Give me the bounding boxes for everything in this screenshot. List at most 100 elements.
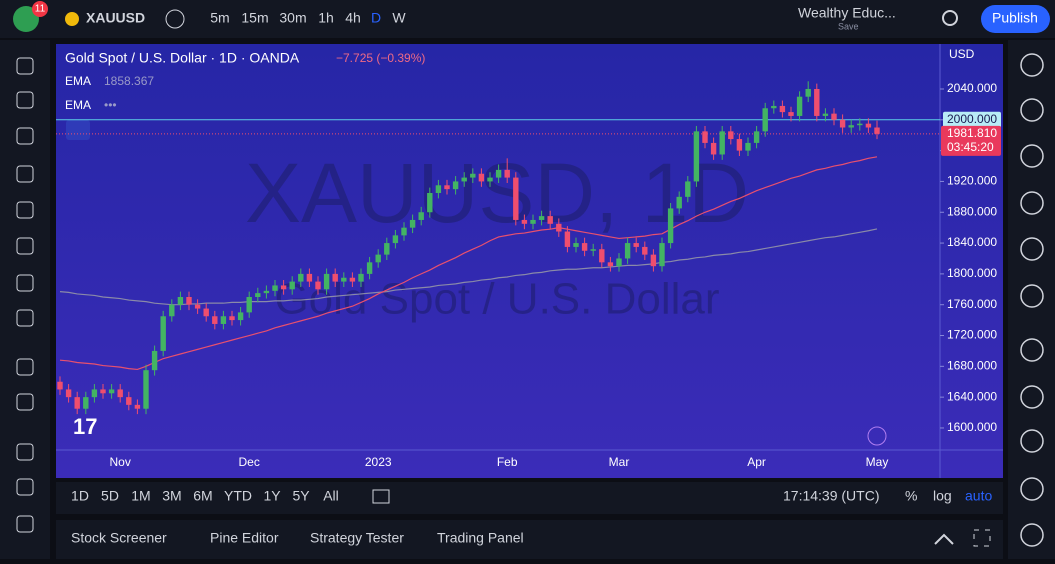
interval[interactable]: W xyxy=(392,10,406,26)
candle-body xyxy=(255,293,261,297)
panel-tab[interactable]: Strategy Tester xyxy=(310,530,404,546)
date-range-icon[interactable] xyxy=(372,489,390,504)
interval[interactable]: D xyxy=(371,10,381,26)
interval[interactable]: 15m xyxy=(241,10,268,26)
interval[interactable]: 1h xyxy=(318,10,334,26)
tool-icon[interactable] xyxy=(16,165,34,183)
range-button[interactable]: YTD xyxy=(224,488,252,504)
y-tick-label: 2040.000 xyxy=(947,81,997,95)
tool-icon[interactable] xyxy=(16,57,34,75)
range-button[interactable]: 6M xyxy=(193,488,212,504)
logo[interactable] xyxy=(13,6,39,32)
range-button[interactable]: All xyxy=(323,488,339,504)
maximize-icon[interactable] xyxy=(973,529,991,547)
x-tick-label: Dec xyxy=(239,455,260,469)
candle-body xyxy=(745,142,751,151)
tv-logo: 17 xyxy=(73,414,97,439)
y-tick-label: 1800.000 xyxy=(947,266,997,280)
tool-icon[interactable] xyxy=(16,358,34,376)
side-icon[interactable] xyxy=(1020,338,1044,362)
candle-body xyxy=(771,105,777,109)
tool-icon[interactable] xyxy=(16,274,34,292)
candle-body xyxy=(478,173,485,182)
side-icon[interactable] xyxy=(1020,284,1044,308)
y-tick-label: 1640.000 xyxy=(947,389,997,403)
tool-icon[interactable] xyxy=(16,478,34,496)
range-button[interactable]: 1Y xyxy=(263,488,281,504)
side-icon[interactable] xyxy=(1020,477,1044,501)
candle-body xyxy=(246,296,252,313)
collapse-panel[interactable] xyxy=(934,533,954,545)
tool-icon[interactable] xyxy=(16,443,34,461)
candle-body xyxy=(203,308,209,317)
bottom-tabs xyxy=(56,520,1003,559)
publish-button[interactable] xyxy=(981,5,1050,33)
add-symbol[interactable] xyxy=(165,9,185,29)
clock: 17:14:39 (UTC) xyxy=(783,488,879,504)
auto-toggle[interactable]: auto xyxy=(965,488,992,504)
interval[interactable]: 4h xyxy=(345,10,361,26)
tool-icon[interactable] xyxy=(16,515,34,533)
interval[interactable]: 30m xyxy=(279,10,306,26)
side-icon[interactable] xyxy=(1020,237,1044,261)
side-icon[interactable] xyxy=(1020,191,1044,215)
flash-icon[interactable] xyxy=(867,426,887,446)
panel-tab[interactable]: Trading Panel xyxy=(437,530,524,546)
candle-body xyxy=(538,216,545,220)
tool-icon[interactable] xyxy=(16,91,34,109)
search-icon[interactable] xyxy=(942,10,958,26)
tool-icon[interactable] xyxy=(16,309,34,327)
candle-body xyxy=(728,131,734,140)
side-icon[interactable] xyxy=(1020,523,1044,547)
panel-tab[interactable]: Pine Editor xyxy=(210,530,279,546)
price-change: −7.725 (−0.39%) xyxy=(336,51,425,65)
x-tick-label: Feb xyxy=(497,455,518,469)
range-button[interactable]: 1D xyxy=(71,488,89,504)
symbol[interactable]: XAUUSD xyxy=(86,10,145,26)
y-tick-label: 1920.000 xyxy=(947,174,997,188)
candle-body xyxy=(306,273,313,282)
candle-body xyxy=(117,389,123,398)
range-bar xyxy=(56,482,1003,514)
candle-body xyxy=(848,125,854,128)
range-button[interactable]: 5D xyxy=(101,488,119,504)
candle-body xyxy=(633,243,639,247)
tool-icon[interactable] xyxy=(16,393,34,411)
legend-value: 1858.367 xyxy=(104,74,154,88)
side-icon[interactable] xyxy=(1020,385,1044,409)
candle-body xyxy=(237,312,244,321)
panel-tab[interactable]: Stock Screener xyxy=(71,530,167,546)
layout-name[interactable]: Wealthy Educ... xyxy=(798,5,896,21)
candle-body xyxy=(685,181,691,197)
percent-toggle[interactable]: % xyxy=(905,488,917,504)
candle-body xyxy=(616,258,622,267)
symbol-icon xyxy=(65,12,79,26)
side-icon[interactable] xyxy=(1020,98,1044,122)
collapse-button[interactable] xyxy=(66,120,90,140)
candle-body xyxy=(831,113,837,120)
candle-body xyxy=(564,231,571,247)
candle-body xyxy=(788,112,794,116)
tool-icon[interactable] xyxy=(16,201,34,219)
log-toggle[interactable]: log xyxy=(933,488,952,504)
candle-body xyxy=(805,88,811,97)
side-icon[interactable] xyxy=(1020,144,1044,168)
interval[interactable]: 5m xyxy=(210,10,229,26)
candle-body xyxy=(719,131,725,155)
tool-icon[interactable] xyxy=(16,127,34,145)
right-toolbar xyxy=(1008,40,1055,559)
range-button[interactable]: 1M xyxy=(131,488,150,504)
range-button[interactable]: 3M xyxy=(162,488,181,504)
candle-body xyxy=(676,196,682,209)
candle-body xyxy=(874,127,880,134)
currency[interactable]: USD xyxy=(949,47,975,61)
candle-body xyxy=(108,389,115,394)
tool-icon[interactable] xyxy=(16,237,34,255)
candle-body xyxy=(194,304,201,309)
side-icon[interactable] xyxy=(1020,429,1044,453)
side-icon[interactable] xyxy=(1020,53,1044,77)
candle-body xyxy=(177,296,184,305)
candle-body xyxy=(91,389,98,398)
range-button[interactable]: 5Y xyxy=(292,488,310,504)
